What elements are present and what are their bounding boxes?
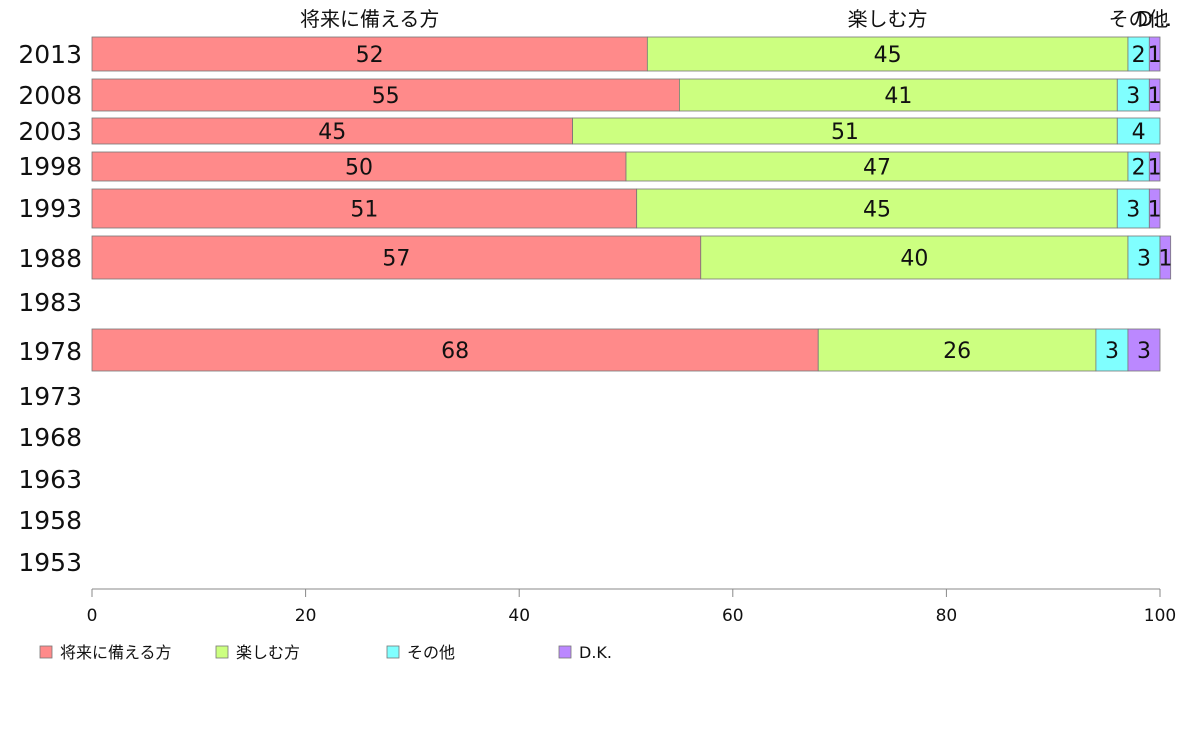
data-label: 2 [1132, 156, 1146, 181]
data-label: 3 [1126, 84, 1140, 109]
bar-segment [625, 151, 1129, 182]
legend-swatch [558, 645, 572, 659]
bar-segment [91, 117, 574, 145]
x-tick-label: 20 [295, 606, 317, 626]
y-axis-labels: 2013 2008 2003 1998 1993 1988 1983 1978 1973 1968… [18, 40, 82, 577]
data-label: 41 [884, 84, 912, 109]
data-label: 26 [943, 339, 971, 364]
bar-segment [1116, 117, 1161, 145]
data-label: 3 [1126, 198, 1140, 223]
data-label: 1 [1158, 247, 1172, 272]
legend: 将来に備える方 楽しむ方 その他 D.K. [39, 643, 612, 662]
x-tick-label: 40 [508, 606, 530, 626]
series-header-label: D... [1137, 7, 1171, 31]
data-label: 1 [1148, 198, 1162, 223]
x-axis: 0 20 40 60 80 100 [87, 588, 1176, 626]
series-header-label: 将来に備える方 [300, 7, 439, 31]
bar-segment [1095, 328, 1129, 372]
data-label: 45 [874, 43, 902, 68]
y-tick-label: 1978 [18, 337, 82, 366]
x-tick-label: 60 [722, 606, 744, 626]
x-tick-label: 0 [87, 606, 98, 626]
bar-segment [91, 328, 819, 372]
data-label: 1 [1148, 84, 1162, 109]
data-label: 57 [382, 247, 410, 272]
bars: 52 45 2 155 41 3 145 51 450 47 2 151 45 3 157 40 3 168 26 3… [91, 36, 1172, 372]
series-header-label: 楽しむ方 [848, 7, 928, 31]
legend-label: その他 [407, 643, 455, 662]
legend-swatch [386, 645, 400, 659]
y-tick-label: 1968 [18, 423, 82, 452]
bar-segment [1148, 36, 1161, 72]
y-tick-label: 1973 [18, 382, 82, 411]
bar-segment [817, 328, 1097, 372]
data-label: 51 [350, 198, 378, 223]
data-label: 52 [356, 43, 384, 68]
data-label: 1 [1148, 43, 1162, 68]
y-tick-label: 2013 [18, 40, 82, 69]
bar-segment [1159, 235, 1172, 280]
x-tick-label: 80 [936, 606, 958, 626]
bar-segment [1148, 78, 1161, 112]
legend-swatch [39, 645, 53, 659]
bar-segment [91, 235, 702, 280]
x-tick-label: 100 [1144, 606, 1176, 626]
legend-label: D.K. [579, 643, 612, 662]
y-tick-label: 1953 [18, 548, 82, 577]
legend-label: 将来に備える方 [60, 643, 172, 662]
y-tick-label: 1983 [18, 288, 82, 317]
data-label: 3 [1105, 339, 1119, 364]
legend-swatch [215, 645, 229, 659]
bar-segment [700, 235, 1129, 280]
bar-segment [91, 36, 648, 72]
bar-segment [1116, 78, 1150, 112]
y-tick-label: 1998 [18, 152, 82, 181]
data-label: 51 [831, 120, 859, 145]
y-tick-label: 2008 [18, 81, 82, 110]
data-label: 4 [1132, 120, 1146, 145]
bar-segment [91, 78, 680, 112]
data-label: 47 [863, 156, 891, 181]
bar-segment [1116, 188, 1150, 229]
data-label: 50 [345, 156, 373, 181]
data-label: 2 [1132, 43, 1146, 68]
y-tick-label: 1993 [18, 194, 82, 223]
bar-segment [636, 188, 1118, 229]
bar-segment [91, 188, 638, 229]
legend-label: 楽しむ方 [236, 643, 300, 662]
data-label: 3 [1137, 247, 1151, 272]
bar-segment [1127, 328, 1161, 372]
data-label: 45 [863, 198, 891, 223]
data-label: 68 [441, 339, 469, 364]
bar-segment [646, 36, 1129, 72]
y-tick-label: 1958 [18, 506, 82, 535]
bar-segment [1148, 188, 1161, 229]
data-label: 45 [318, 120, 346, 145]
y-tick-label: 1988 [18, 244, 82, 273]
data-label: 40 [900, 247, 928, 272]
series-header-labels: 将来に備える方 楽しむ方 その他D... [300, 7, 1172, 31]
series-header-label: その他 [1109, 7, 1169, 31]
bar-segment [1148, 151, 1161, 182]
data-label: 3 [1137, 339, 1151, 364]
bar-segment [679, 78, 1118, 112]
y-tick-label: 1963 [18, 465, 82, 494]
data-label: 55 [372, 84, 400, 109]
data-label: 1 [1148, 156, 1162, 181]
y-tick-label: 2003 [18, 117, 82, 146]
